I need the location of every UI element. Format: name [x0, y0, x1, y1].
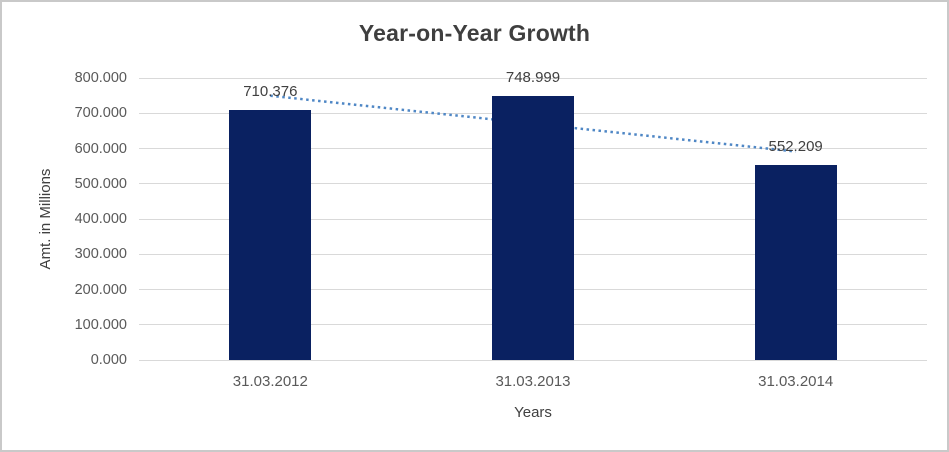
y-tick-label: 300.000 [74, 246, 127, 263]
y-tick-label: 700.000 [74, 105, 127, 122]
bar-31.03.2014 [754, 165, 837, 360]
y-tick-label: 500.000 [74, 175, 127, 192]
bar-31.03.2012 [229, 109, 312, 360]
data-label: 710.376 [243, 82, 298, 100]
gridline [139, 77, 927, 79]
y-tick-label: 200.000 [74, 281, 127, 298]
x-tick-label: 31.03.2012 [232, 373, 308, 390]
bar-31.03.2013 [492, 95, 574, 360]
y-tick-label: 400.000 [74, 211, 127, 227]
y-tick-label: 100.000 [74, 316, 127, 333]
x-axis-title: Years [514, 404, 552, 421]
y-tick-label: 800.000 [74, 70, 127, 86]
x-tick-label: 31.03.2014 [758, 373, 834, 390]
data-label: 748.999 [505, 68, 561, 86]
y-tick-label: 0.000 [90, 352, 127, 368]
data-label: 552.209 [768, 138, 823, 156]
x-tick-label: 31.03.2013 [495, 373, 571, 390]
gridline [139, 359, 927, 361]
plot-area [139, 77, 927, 361]
y-tick-label: 600.000 [74, 140, 127, 157]
chart-title: Year-on-Year Growth [358, 20, 591, 46]
